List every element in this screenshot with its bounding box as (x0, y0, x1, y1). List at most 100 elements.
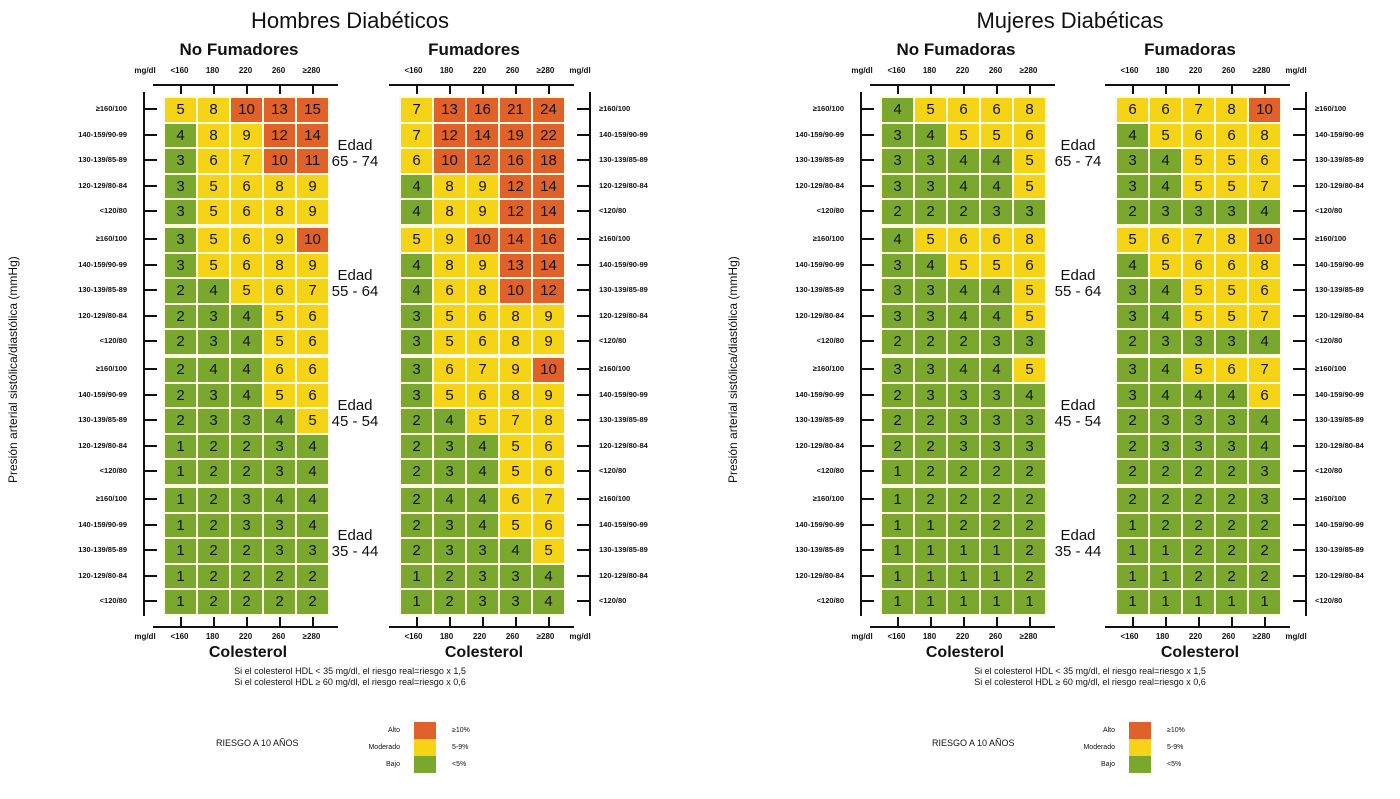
age-label-range: 65 - 74 (331, 153, 379, 170)
risk-cell: 5 (1216, 149, 1247, 173)
risk-cell: 2 (882, 434, 913, 458)
risk-cell: 3 (297, 539, 328, 563)
risk-cell: 3 (1014, 409, 1045, 433)
row-tick (1293, 549, 1305, 551)
row-label: 120-129/80-84 (795, 180, 844, 190)
unit-label: mg/dl (569, 66, 591, 75)
risk-cell: 4 (467, 488, 498, 512)
row-label: 130-139/85-89 (599, 285, 648, 294)
risk-cell: 4 (401, 279, 432, 303)
bottom-tick (449, 617, 451, 626)
bottom-col-labels: mg/dl <160 180 220 260 ≥280 (127, 632, 328, 641)
legend-swatch (414, 756, 436, 773)
risk-cell: 4 (231, 330, 262, 354)
row-label: 120-129/80-84 (599, 310, 648, 320)
row-label: 140-159/90-99 (1315, 389, 1364, 399)
bottom-tick (213, 617, 215, 626)
row-label: <120/80 (99, 596, 127, 605)
risk-cell: 5 (1216, 174, 1247, 198)
risk-cell: 4 (1249, 330, 1280, 354)
row-tick (862, 289, 874, 291)
risk-cell: 3 (1216, 330, 1247, 354)
risk-cell: 1 (165, 434, 196, 458)
top-tick (930, 85, 932, 94)
legend-label: Moderado (1083, 744, 1115, 751)
risk-cell: 6 (1150, 98, 1181, 122)
risk-cell: 4 (981, 279, 1012, 303)
risk-cell: 10 (297, 228, 328, 252)
risk-cell: 8 (264, 174, 295, 198)
risk-cell: 9 (467, 253, 498, 277)
risk-cell: 9 (533, 330, 564, 354)
bottom-tick (548, 617, 550, 626)
row-label: 130-139/85-89 (795, 155, 844, 164)
risk-cell: 3 (1150, 434, 1181, 458)
risk-cell: 3 (882, 358, 913, 382)
risk-cell: 5 (198, 228, 229, 252)
row-label: ≥160/100 (1315, 234, 1347, 243)
row-label: 140-159/90-99 (795, 129, 844, 139)
risk-cell: 2 (948, 460, 979, 484)
bottom-tick (1029, 617, 1031, 626)
panel-title: Hombres Diabéticos (250, 8, 450, 33)
risk-cell: 12 (434, 123, 465, 147)
row-axis-line (860, 92, 862, 226)
risk-cell: 2 (882, 330, 913, 354)
bottom-tick (897, 617, 899, 626)
row-label: <120/80 (599, 336, 627, 345)
risk-cell: 1 (1117, 564, 1148, 588)
risk-cell: 4 (1014, 383, 1045, 407)
row-labels: ≥160/100 140-159/90-99 130-139/85-89 120-12… (795, 96, 844, 224)
risk-cell: 4 (1150, 279, 1181, 303)
row-label: 140-159/90-99 (78, 389, 127, 399)
risk-cell: 6 (1117, 98, 1148, 122)
risk-cell: 5 (981, 123, 1012, 147)
risk-cell: 9 (500, 358, 531, 382)
risk-cell: 14 (500, 228, 531, 252)
risk-cell: 2 (1183, 513, 1214, 537)
age-label-word: Edad (337, 527, 373, 544)
unit-label: mg/dl (569, 632, 591, 641)
risk-cell: 5 (297, 409, 328, 433)
row-labels: ≥160/100 140-159/90-99 130-139/85-89 120-12… (78, 486, 127, 614)
risk-cell: 2 (401, 460, 432, 484)
row-axis-line (143, 92, 145, 226)
risk-cell: 3 (981, 330, 1012, 354)
bottom-tick (963, 617, 965, 626)
row-axis-line (860, 222, 862, 356)
row-axis-line (1305, 482, 1307, 616)
row-label: 120-129/80-84 (599, 440, 648, 450)
col-label: 180 (922, 66, 937, 75)
risk-cell: 2 (297, 590, 328, 614)
risk-cell: 4 (1150, 358, 1181, 382)
risk-cell: 3 (882, 279, 913, 303)
risk-cell: 5 (467, 409, 498, 433)
risk-cell: 3 (1183, 409, 1214, 433)
risk-cell: 7 (297, 279, 328, 303)
risk-cell: 14 (533, 174, 564, 198)
row-label: <120/80 (599, 466, 627, 475)
risk-cell: 4 (264, 409, 295, 433)
col-label: 180 (205, 66, 220, 75)
risk-cell: 1 (915, 513, 946, 537)
age-label-range: 35 - 44 (1054, 543, 1102, 560)
risk-cell: 2 (1150, 460, 1181, 484)
row-label: 130-139/85-89 (78, 285, 127, 294)
row-labels: ≥160/100 140-159/90-99 130-139/85-89 120-12… (1315, 486, 1364, 614)
risk-grid: 5 8 10 13 15 4 8 9 12 14 3 6 7 10 11 3 5 6 8 9 3 5 6 8 9 (163, 96, 330, 226)
legend-range: ≥10% (1167, 727, 1185, 734)
row-label: 120-129/80-84 (795, 310, 844, 320)
row-label: ≥160/100 (812, 494, 844, 503)
risk-cell: 1 (981, 590, 1012, 614)
row-label: <120/80 (99, 206, 127, 215)
risk-cell: 4 (948, 279, 979, 303)
risk-cell: 3 (1117, 304, 1148, 328)
col-label: 180 (205, 632, 220, 641)
risk-cell: 7 (401, 98, 432, 122)
risk-cell: 5 (915, 98, 946, 122)
panel-title: Mujeres Diabéticas (976, 8, 1164, 33)
risk-cell: 3 (882, 304, 913, 328)
col-label: <160 (170, 66, 189, 75)
risk-cell: 2 (948, 488, 979, 512)
risk-cell: 6 (467, 304, 498, 328)
